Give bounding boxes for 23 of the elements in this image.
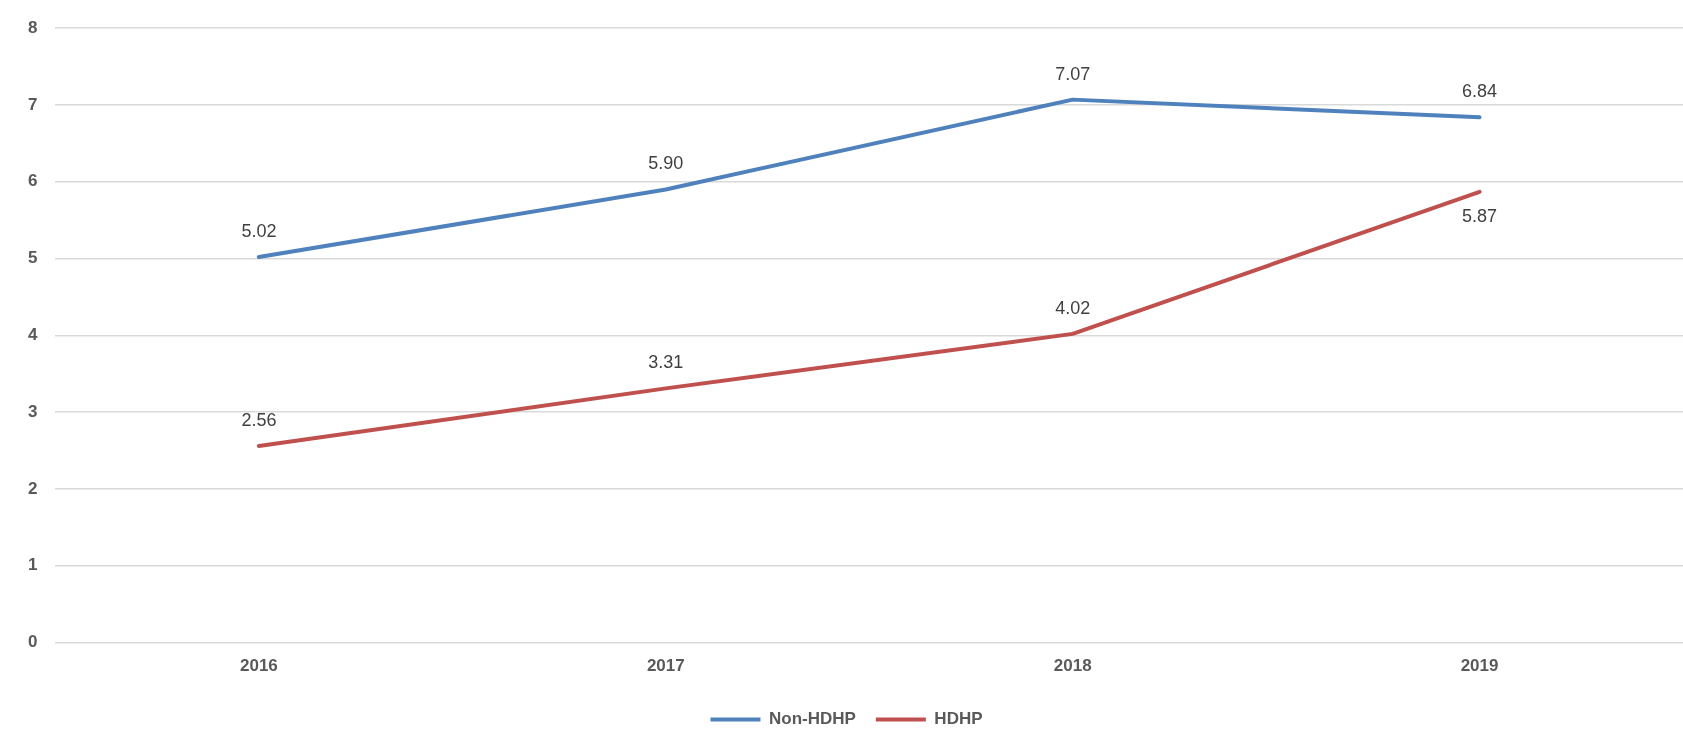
data-label: 5.87	[1462, 205, 1498, 226]
y-tick-label: 7	[27, 94, 38, 114]
data-label: 3.31	[648, 352, 684, 373]
x-tick-label: 2018	[1053, 656, 1092, 676]
x-tick-label: 2019	[1460, 656, 1499, 676]
y-tick-label: 2	[27, 478, 38, 498]
legend-label: HDHP	[934, 709, 983, 729]
legend-label: Non-HDHP	[768, 709, 856, 729]
data-label: 4.02	[1055, 297, 1091, 318]
data-label: 6.84	[1462, 81, 1498, 102]
x-tick-label: 2016	[239, 656, 278, 676]
y-tick-label: 5	[27, 248, 38, 268]
y-tick-label: 6	[27, 171, 38, 191]
x-tick-label: 2017	[646, 656, 685, 676]
data-label: 7.07	[1055, 63, 1091, 84]
y-tick-label: 4	[27, 325, 38, 345]
y-tick-label: 3	[27, 401, 38, 421]
y-tick-label: 0	[27, 632, 38, 652]
y-tick-label: 8	[27, 17, 38, 37]
data-label: 5.90	[648, 153, 684, 174]
data-label: 5.02	[241, 221, 277, 242]
data-label: 2.56	[241, 409, 277, 430]
y-tick-label: 1	[27, 555, 38, 575]
